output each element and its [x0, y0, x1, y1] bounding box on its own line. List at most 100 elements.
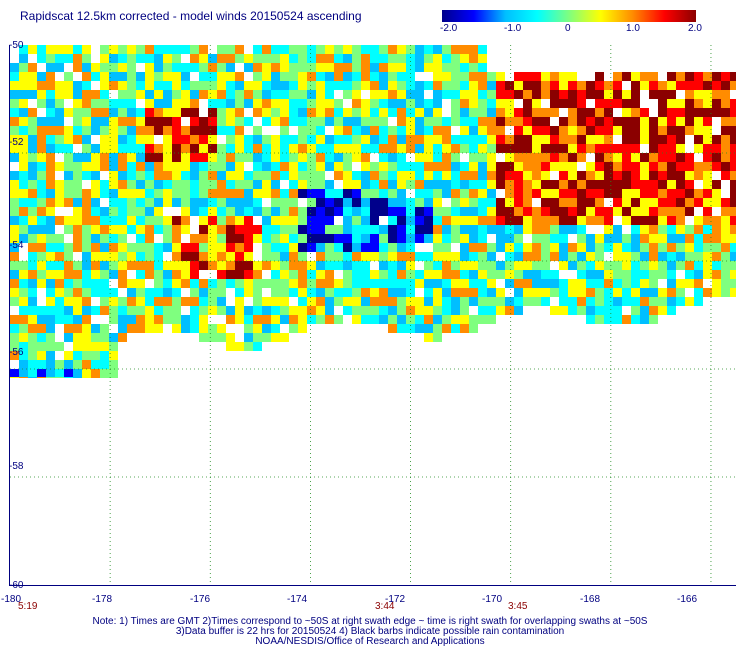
wind-cell — [298, 81, 307, 90]
wind-cell — [217, 144, 226, 153]
wind-cell — [289, 117, 298, 126]
wind-cell — [397, 153, 406, 162]
wind-cell — [469, 288, 478, 297]
wind-cell — [208, 108, 217, 117]
lat-label-60: -60 — [9, 580, 24, 591]
wind-cell — [397, 315, 406, 324]
wind-cell — [271, 135, 280, 144]
wind-cell — [487, 126, 496, 135]
wind-cell — [316, 45, 325, 54]
wind-cell — [28, 90, 37, 99]
wind-cell — [640, 288, 649, 297]
wind-cell — [640, 270, 649, 279]
wind-cell — [532, 171, 541, 180]
wind-cell — [424, 216, 433, 225]
wind-cell — [469, 234, 478, 243]
wind-cell — [532, 225, 541, 234]
wind-cell — [379, 180, 388, 189]
wind-cell — [676, 288, 685, 297]
wind-cell — [127, 324, 136, 333]
wind-cell — [478, 126, 487, 135]
wind-cell — [226, 252, 235, 261]
wind-cell — [271, 306, 280, 315]
wind-cell — [541, 135, 550, 144]
wind-cell — [208, 126, 217, 135]
wind-cell — [100, 126, 109, 135]
wind-cell — [541, 153, 550, 162]
wind-cell — [649, 225, 658, 234]
wind-cell — [595, 90, 604, 99]
wind-cell — [352, 234, 361, 243]
wind-cell — [154, 108, 163, 117]
wind-cell — [91, 162, 100, 171]
wind-cell — [118, 207, 127, 216]
wind-cell — [667, 189, 676, 198]
wind-cell — [451, 252, 460, 261]
wind-cell — [28, 108, 37, 117]
wind-cell — [145, 117, 154, 126]
wind-cell — [316, 63, 325, 72]
wind-cell — [433, 162, 442, 171]
wind-cell — [532, 279, 541, 288]
wind-cell — [271, 288, 280, 297]
wind-cell — [631, 297, 640, 306]
wind-cell — [208, 306, 217, 315]
wind-cell — [10, 288, 19, 297]
wind-cell — [190, 117, 199, 126]
wind-cell — [109, 243, 118, 252]
wind-cell — [595, 306, 604, 315]
wind-cell — [289, 252, 298, 261]
wind-cell — [586, 90, 595, 99]
wind-cell — [262, 162, 271, 171]
wind-cell — [19, 180, 28, 189]
wind-cell — [577, 81, 586, 90]
wind-cell — [568, 216, 577, 225]
wind-cell — [406, 63, 415, 72]
wind-cell — [100, 360, 109, 369]
wind-cell — [343, 270, 352, 279]
wind-cell — [469, 72, 478, 81]
wind-cell — [334, 72, 343, 81]
wind-cell — [388, 234, 397, 243]
wind-cell — [145, 144, 154, 153]
wind-cell — [712, 189, 721, 198]
wind-cell — [298, 117, 307, 126]
wind-cell — [496, 297, 505, 306]
wind-cell — [505, 279, 514, 288]
wind-cell — [199, 162, 208, 171]
wind-cell — [649, 207, 658, 216]
wind-cell — [694, 90, 703, 99]
wind-cell — [361, 261, 370, 270]
wind-cell — [712, 72, 721, 81]
wind-cell — [145, 270, 154, 279]
wind-cell — [109, 342, 118, 351]
wind-cell — [82, 135, 91, 144]
wind-cell — [172, 135, 181, 144]
wind-cell — [289, 234, 298, 243]
wind-cell — [703, 225, 712, 234]
wind-cell — [451, 171, 460, 180]
wind-cell — [127, 198, 136, 207]
wind-cell — [10, 63, 19, 72]
wind-cell — [550, 279, 559, 288]
wind-cell — [397, 198, 406, 207]
wind-cell — [406, 270, 415, 279]
wind-cell — [559, 117, 568, 126]
wind-cell — [361, 198, 370, 207]
wind-cell — [442, 252, 451, 261]
wind-cell — [397, 171, 406, 180]
wind-cell — [163, 234, 172, 243]
wind-cell — [82, 315, 91, 324]
wind-cell — [487, 279, 496, 288]
wind-cell — [559, 288, 568, 297]
wind-cell — [145, 315, 154, 324]
wind-cell — [199, 216, 208, 225]
wind-cell — [532, 90, 541, 99]
wind-cell — [91, 72, 100, 81]
wind-cell — [352, 81, 361, 90]
wind-cell — [190, 45, 199, 54]
wind-cell — [496, 126, 505, 135]
wind-cell — [334, 252, 343, 261]
wind-cell — [28, 171, 37, 180]
wind-cell — [73, 63, 82, 72]
